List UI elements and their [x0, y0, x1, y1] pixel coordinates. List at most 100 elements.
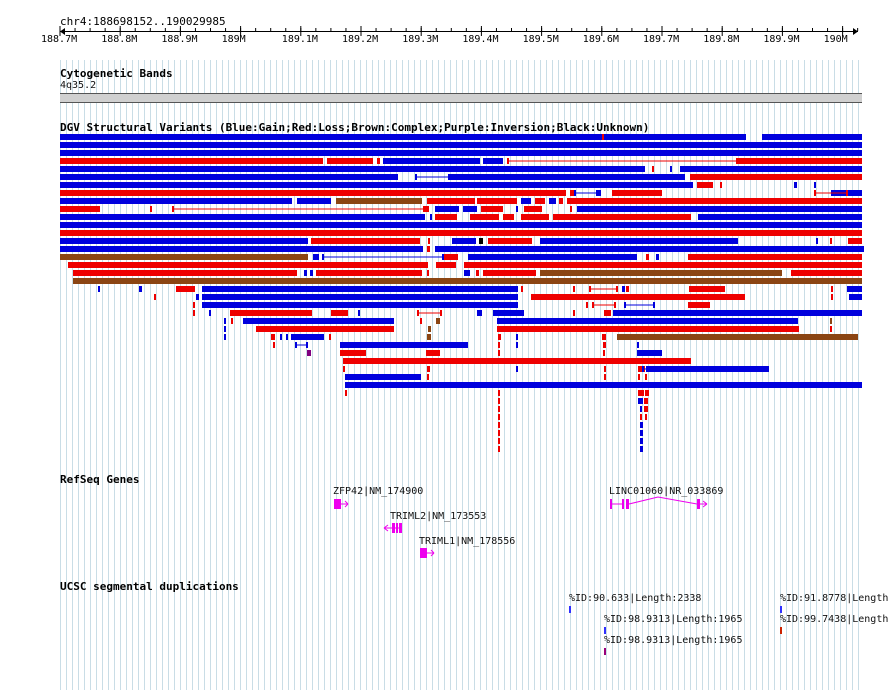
gain-variant-start[interactable]: [295, 342, 297, 348]
complex-variant[interactable]: [617, 334, 858, 340]
linc01060-exon[interactable]: [697, 499, 700, 509]
gain-variant[interactable]: [670, 166, 672, 172]
gain-variant[interactable]: [313, 254, 319, 260]
loss-variant[interactable]: [602, 134, 604, 140]
loss-variant[interactable]: [60, 158, 323, 164]
gain-variant[interactable]: [794, 182, 797, 188]
gain-variant[interactable]: [646, 366, 769, 372]
complex-variant[interactable]: [60, 254, 308, 260]
gain-variant[interactable]: [816, 238, 818, 244]
gain-variant[interactable]: [762, 134, 862, 140]
gain-variant[interactable]: [202, 294, 518, 300]
gain-variant-end[interactable]: [648, 366, 650, 372]
loss-variant-start[interactable]: [507, 158, 509, 164]
segdup-feature-4[interactable]: [780, 606, 782, 613]
gain-variant[interactable]: [60, 174, 398, 180]
gain-variant[interactable]: [468, 254, 637, 260]
loss-variant[interactable]: [420, 318, 422, 324]
loss-variant-start[interactable]: [589, 286, 591, 292]
loss-variant[interactable]: [567, 198, 862, 204]
linc01060-exon[interactable]: [626, 499, 629, 509]
loss-variant[interactable]: [626, 286, 629, 292]
loss-variant[interactable]: [193, 310, 195, 316]
complex-variant[interactable]: [427, 334, 431, 340]
loss-variant[interactable]: [340, 350, 366, 356]
segdup-label-2[interactable]: %ID:98.9313|Length:1965: [604, 614, 743, 625]
triml2-strand-arrow[interactable]: [383, 527, 389, 532]
segdup-label-1[interactable]: %ID:90.633|Length:2338: [569, 593, 702, 604]
gain-variant[interactable]: [224, 318, 226, 324]
loss-variant[interactable]: [603, 342, 606, 348]
gain-variant[interactable]: [577, 206, 862, 212]
loss-variant[interactable]: [427, 270, 429, 276]
loss-variant[interactable]: [497, 326, 799, 332]
loss-variant-end[interactable]: [616, 286, 618, 292]
loss-variant[interactable]: [73, 270, 297, 276]
loss-variant[interactable]: [559, 198, 563, 204]
gain-variant[interactable]: [814, 182, 816, 188]
gain-variant[interactable]: [849, 294, 862, 300]
gain-variant-start[interactable]: [415, 174, 417, 180]
loss-variant[interactable]: [271, 334, 275, 340]
gain-variant[interactable]: [430, 214, 432, 220]
loss-variant[interactable]: [573, 286, 575, 292]
loss-variant[interactable]: [830, 326, 832, 332]
gain-variant[interactable]: [60, 142, 862, 148]
loss-variant[interactable]: [470, 214, 499, 220]
inversion-variant[interactable]: [307, 350, 311, 356]
ruler-right-arrow[interactable]: [853, 28, 858, 35]
loss-variant[interactable]: [230, 310, 312, 316]
gain-variant-end[interactable]: [448, 174, 450, 180]
gain-variant[interactable]: [297, 198, 331, 204]
loss-variant[interactable]: [604, 310, 611, 316]
loss-variant[interactable]: [150, 206, 152, 212]
loss-variant[interactable]: [603, 350, 605, 356]
zfp42-strand-arrow[interactable]: [344, 500, 349, 505]
loss-variant[interactable]: [427, 374, 429, 380]
gain-variant[interactable]: [60, 222, 862, 228]
gain-variant[interactable]: [139, 286, 142, 292]
loss-variant[interactable]: [428, 238, 430, 244]
loss-variant[interactable]: [645, 414, 647, 420]
gain-variant[interactable]: [656, 254, 659, 260]
loss-variant[interactable]: [640, 414, 642, 420]
loss-variant-start[interactable]: [814, 190, 816, 196]
loss-variant[interactable]: [60, 190, 566, 196]
gene-label-zfp42[interactable]: ZFP42|NM_174900: [333, 486, 424, 497]
gain-variant[interactable]: [340, 342, 468, 348]
gain-variant[interactable]: [435, 246, 864, 252]
loss-variant[interactable]: [738, 158, 862, 164]
linc01060-strand-arrow[interactable]: [702, 500, 708, 505]
gain-variant[interactable]: [638, 398, 643, 404]
loss-variant[interactable]: [535, 198, 545, 204]
ruler-left-arrow[interactable]: [60, 28, 65, 35]
complex-variant[interactable]: [336, 198, 422, 204]
gain-variant[interactable]: [304, 270, 307, 276]
triml1-strand-arrow[interactable]: [430, 552, 435, 557]
gene-label-linc01060[interactable]: LINC01060|NR_033869: [609, 486, 724, 497]
loss-variant[interactable]: [476, 270, 479, 276]
linc01060-exon[interactable]: [610, 499, 612, 509]
segdup-feature-5[interactable]: [780, 627, 782, 634]
gain-variant[interactable]: [196, 294, 199, 300]
loss-variant[interactable]: [483, 270, 536, 276]
gain-variant[interactable]: [450, 174, 685, 180]
loss-variant[interactable]: [60, 206, 100, 212]
gain-variant[interactable]: [493, 310, 524, 316]
loss-variant[interactable]: [831, 286, 833, 292]
loss-variant[interactable]: [343, 366, 345, 372]
triml2-exon[interactable]: [399, 523, 402, 533]
gain-variant[interactable]: [358, 310, 360, 316]
loss-variant[interactable]: [176, 286, 195, 292]
gain-variant[interactable]: [637, 342, 639, 348]
gain-variant-start[interactable]: [574, 190, 576, 196]
gain-variant[interactable]: [60, 214, 425, 220]
gain-variant[interactable]: [345, 382, 862, 388]
loss-variant[interactable]: [720, 182, 722, 188]
complex-variant[interactable]: [540, 270, 782, 276]
gain-variant[interactable]: [310, 270, 313, 276]
gain-variant[interactable]: [60, 238, 308, 244]
triml2-exon[interactable]: [396, 523, 398, 533]
triml1-strand-arrow[interactable]: [430, 549, 435, 554]
loss-variant-start[interactable]: [417, 310, 419, 316]
